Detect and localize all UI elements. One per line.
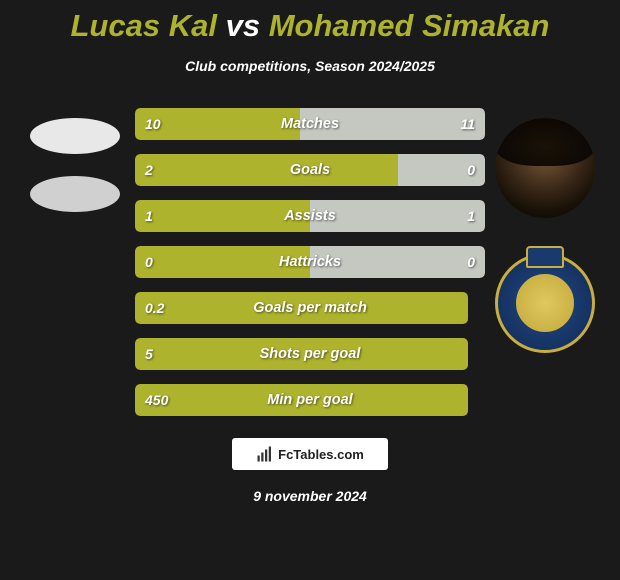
stat-row: Goals per match 0.2 [135,292,485,324]
stat-value-player1: 0 [145,254,153,270]
stat-bars: Matches1011Goals20Assists11Hattricks00Go… [135,108,485,416]
comparison-card: Lucas Kal vs Mohamed Simakan Club compet… [0,0,620,580]
stat-label: Matches [281,116,339,132]
stat-label: Hattricks [279,254,341,270]
stat-value-player2: 0 [467,254,475,270]
stat-label: Assists [284,208,336,224]
subtitle: Club competitions, Season 2024/2025 [185,58,435,74]
stat-value-player2: 11 [460,116,475,132]
fctables-logo: FcTables.com [232,438,388,470]
stat-value-player1: 5 [145,346,153,362]
title-vs: vs [226,8,260,43]
stat-row: Hattricks 0 0 [135,246,485,278]
title-player1: Lucas Kal [71,8,217,43]
stat-label: Goals per match [253,300,367,316]
footer-date: 9 november 2024 [253,488,367,504]
stat-value-player1: 10 [145,116,161,132]
stat-row: Assists 1 1 [135,200,485,232]
stat-row: Goals 2 0 [135,154,485,186]
bar-player2 [310,200,485,232]
stat-label: Goals [290,162,330,178]
left-column [15,108,135,416]
bar-player1 [135,154,398,186]
stat-value-player1: 2 [145,162,153,178]
stat-label: Shots per goal [260,346,361,362]
chart-area: Matches1011Goals20Assists11Hattricks00Go… [0,108,620,416]
badge-inner [514,272,576,334]
right-column [485,108,605,416]
stat-row: Min per goal 450 [135,384,485,416]
stat-row: Shots per goal 5 [135,338,485,370]
player2-avatar [495,118,595,218]
player2-club-badge [495,253,595,353]
stat-value-player1: 450 [145,392,168,408]
stat-value-player2: 0 [467,162,475,178]
logo-text: FcTables.com [278,447,364,462]
stat-value-player1: 0.2 [145,300,164,316]
stat-label: Min per goal [267,392,352,408]
stat-value-player1: 1 [145,208,153,224]
stat-row: Matches 10 11 [135,108,485,140]
chart-icon [256,445,274,463]
stat-value-player2: 1 [467,208,475,224]
title-player2: Mohamed Simakan [269,8,550,43]
player1-avatar [30,118,120,154]
title: Lucas Kal vs Mohamed Simakan [71,8,550,44]
player1-club-badge [30,176,120,212]
